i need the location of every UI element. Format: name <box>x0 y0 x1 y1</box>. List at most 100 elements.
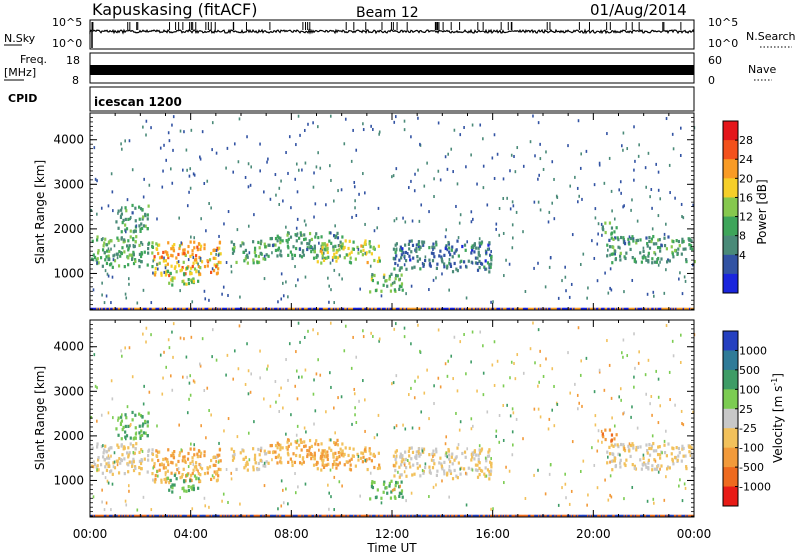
velocity-cell <box>408 514 411 517</box>
velocity-cell <box>654 514 657 517</box>
velocity-cell <box>172 456 176 460</box>
power-cell <box>273 307 276 310</box>
power-cell <box>378 130 381 134</box>
velocity-cell <box>650 395 653 399</box>
power-cell <box>602 307 604 310</box>
velocity-cell <box>539 364 542 368</box>
power-cell <box>360 244 363 248</box>
power-cell <box>365 251 368 255</box>
velocity-cell <box>293 460 297 465</box>
power-cell <box>373 229 376 233</box>
velocity-cell <box>182 479 186 483</box>
power-cell <box>126 244 129 248</box>
velocity-cell <box>691 454 694 458</box>
power-cell <box>492 307 495 310</box>
y-tick-label: 4000 <box>53 133 84 147</box>
power-cell <box>372 127 374 131</box>
velocity-cell <box>516 353 519 357</box>
power-cell <box>415 247 418 251</box>
power-cell <box>224 307 227 310</box>
velocity-cell <box>432 454 434 458</box>
power-cell <box>319 307 321 310</box>
velocity-cell <box>212 463 215 467</box>
power-cell <box>521 307 524 310</box>
velocity-cell <box>388 514 391 517</box>
power-cell <box>341 242 344 246</box>
power-cell <box>319 166 322 170</box>
velocity-cell <box>180 448 183 452</box>
power-cell <box>464 307 467 310</box>
freq-label-2: [MHz] <box>4 66 36 79</box>
velocity-cell <box>663 443 666 447</box>
power-cell <box>269 197 272 201</box>
velocity-cell <box>260 446 263 450</box>
y-tick-label: 2000 <box>53 429 84 443</box>
colorbar-tick-label: 8 <box>739 230 746 243</box>
power-cell <box>143 250 146 254</box>
power-cell <box>441 272 443 276</box>
velocity-cell <box>193 380 196 384</box>
power-cell <box>110 301 112 305</box>
power-cell <box>208 201 210 205</box>
power-cell <box>679 271 681 275</box>
power-cell <box>125 296 128 300</box>
velocity-cell <box>539 349 541 353</box>
velocity-cell <box>492 507 494 511</box>
velocity-cell <box>471 455 474 459</box>
velocity-cell <box>688 445 691 449</box>
power-cell <box>476 307 479 310</box>
velocity-cell <box>274 443 278 448</box>
velocity-cell <box>246 468 249 472</box>
power-cell <box>138 252 141 256</box>
power-cell <box>218 307 221 310</box>
velocity-cell <box>349 514 352 517</box>
power-cell <box>171 276 174 280</box>
power-cell <box>328 284 331 288</box>
velocity-cell <box>456 389 459 393</box>
power-cell <box>129 215 132 219</box>
power-cell <box>374 288 378 293</box>
velocity-cell <box>231 458 235 462</box>
velocity-cell <box>145 326 148 330</box>
velocity-cell <box>340 395 343 399</box>
power-cell <box>352 128 354 132</box>
velocity-cell <box>362 329 364 333</box>
power-cell <box>181 265 184 270</box>
velocity-cell <box>337 463 340 467</box>
velocity-cell <box>547 427 550 431</box>
velocity-cell <box>233 349 236 353</box>
power-cell <box>685 258 688 262</box>
velocity-cell <box>127 424 130 429</box>
power-cell <box>644 307 647 310</box>
velocity-cell <box>153 465 156 469</box>
velocity-cell <box>586 503 588 507</box>
velocity-cell <box>593 390 596 394</box>
time-tick-label: 20:00 <box>576 527 611 541</box>
velocity-cell <box>671 514 674 517</box>
velocity-cell <box>665 429 667 433</box>
velocity-cell <box>140 514 143 517</box>
power-cell <box>517 307 520 310</box>
velocity-cell <box>622 338 625 342</box>
power-cell <box>440 255 443 259</box>
velocity-cell <box>171 461 174 465</box>
power-cell <box>410 307 413 310</box>
y-tick-label: 1000 <box>53 473 84 487</box>
power-cell <box>295 233 298 238</box>
velocity-cell <box>216 453 219 457</box>
power-cell <box>514 170 517 174</box>
velocity-cell <box>412 463 415 467</box>
velocity-cell <box>534 361 536 365</box>
power-cell <box>121 307 124 310</box>
power-cell <box>646 307 648 310</box>
velocity-cell <box>350 366 353 370</box>
velocity-cell <box>472 424 474 428</box>
velocity-cell <box>267 514 270 517</box>
velocity-cell <box>633 385 635 389</box>
velocity-cell <box>226 353 229 357</box>
power-cell <box>433 255 436 259</box>
velocity-cell <box>223 514 226 517</box>
velocity-cell <box>480 514 482 517</box>
power-cell <box>368 307 370 310</box>
velocity-cell <box>95 465 98 469</box>
